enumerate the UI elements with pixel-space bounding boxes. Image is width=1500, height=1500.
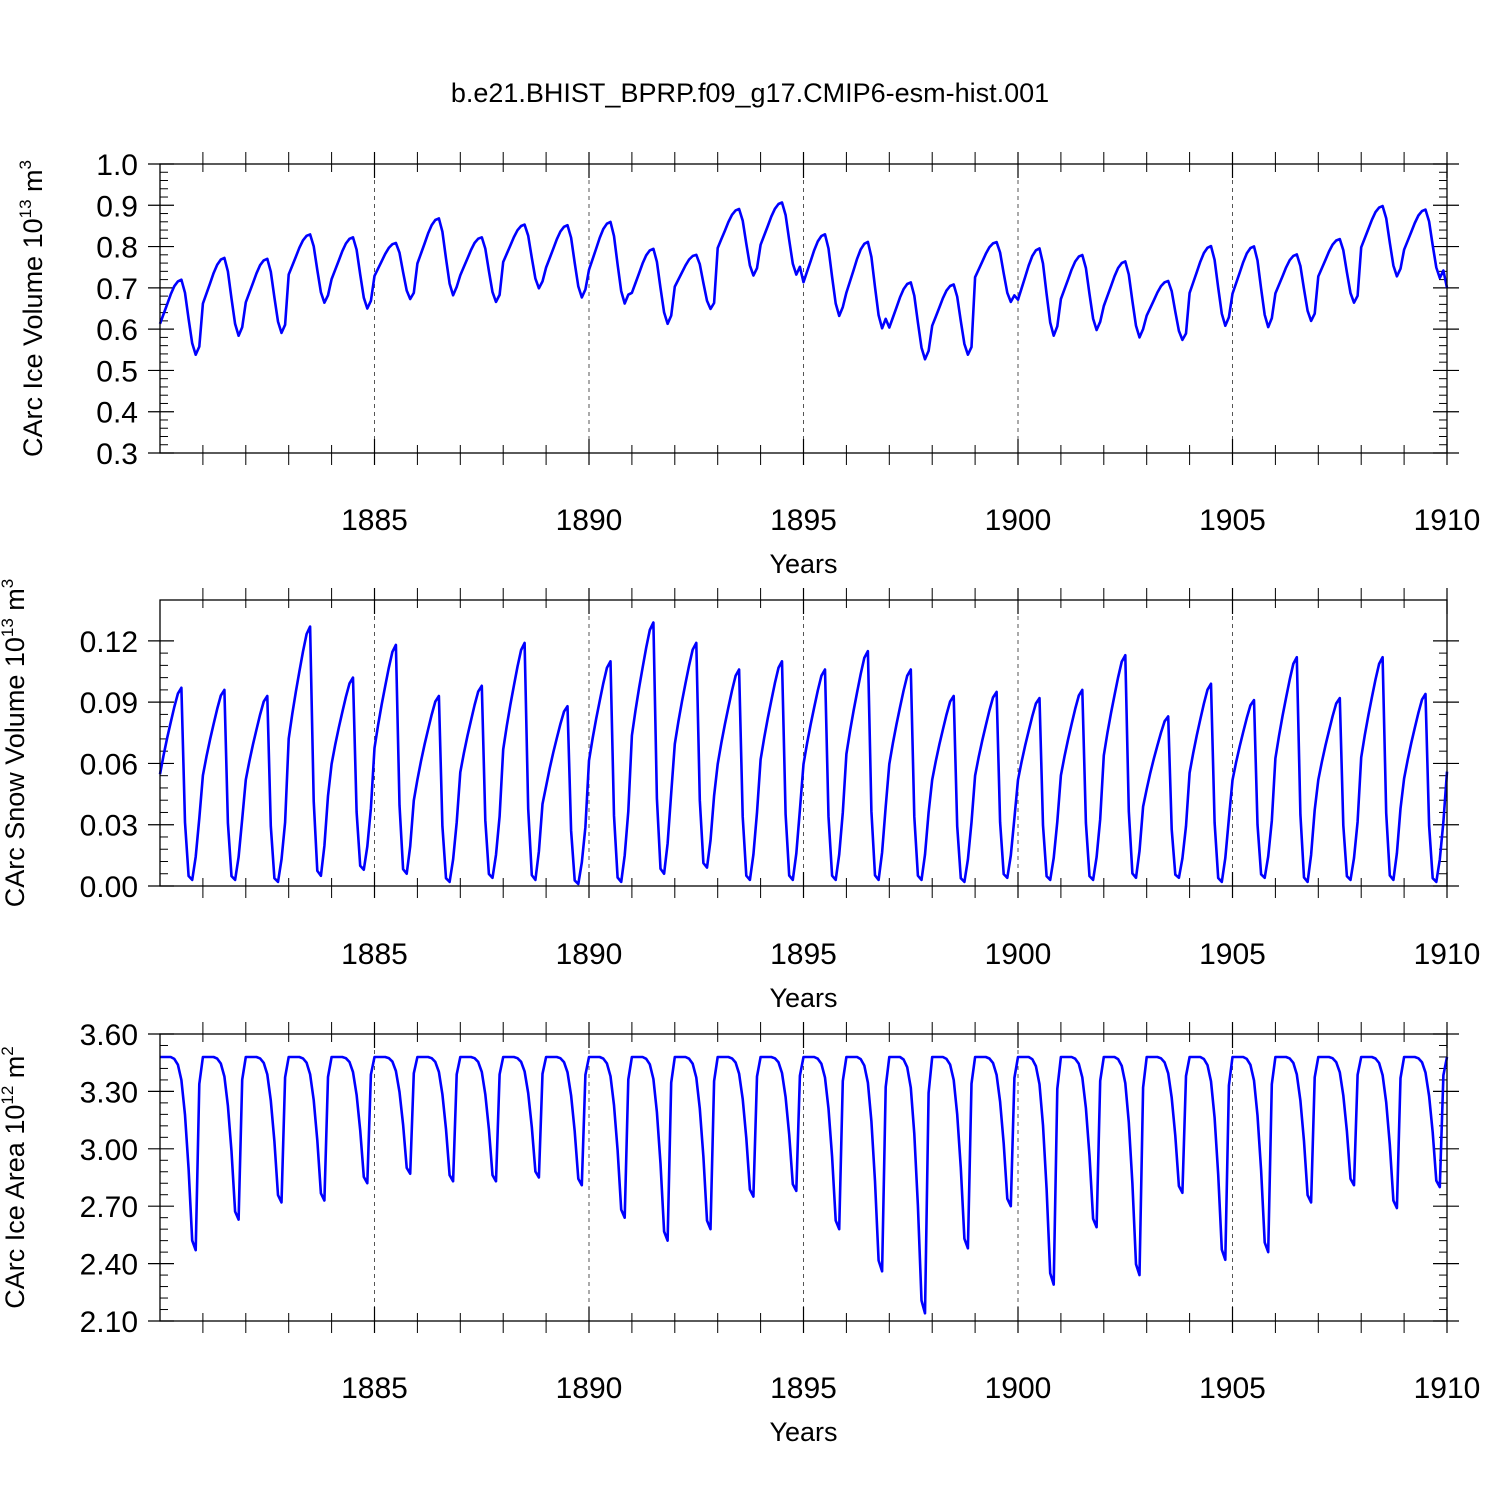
y-axis-label-part: m bbox=[0, 1056, 30, 1086]
x-tick-label: 1895 bbox=[770, 938, 837, 971]
y-tick-label: 0.8 bbox=[96, 232, 138, 265]
series-line bbox=[158, 621, 1449, 886]
y-tick-label: 0.6 bbox=[96, 314, 138, 347]
x-tick-label: 1890 bbox=[556, 504, 623, 537]
x-axis-label: Years bbox=[769, 1417, 837, 1447]
x-tick-label: 1890 bbox=[556, 1372, 623, 1405]
y-tick-label: 0.4 bbox=[96, 397, 138, 430]
y-tick-label: 1.0 bbox=[96, 149, 138, 182]
x-tick-label: 1900 bbox=[985, 1372, 1052, 1405]
x-tick-label: 1885 bbox=[341, 1372, 408, 1405]
y-axis-label-part: CArc Ice Volume 10 bbox=[18, 218, 48, 457]
y-tick-label: 0.12 bbox=[80, 626, 138, 659]
y-axis-label-part: CArc Snow Volume 10 bbox=[0, 637, 30, 907]
y-axis-label-superscript: 3 bbox=[0, 579, 17, 588]
plot-frame bbox=[159, 599, 1448, 887]
y-axis-label-superscript: 13 bbox=[16, 199, 35, 218]
y-axis-label: CArc Ice Area 1012 m2 bbox=[0, 1046, 30, 1309]
y-tick-label: 0.00 bbox=[80, 871, 138, 904]
y-axis-label: CArc Ice Volume 1013 m3 bbox=[16, 160, 48, 457]
x-axis-label: Years bbox=[769, 549, 837, 579]
x-tick-label: 1885 bbox=[341, 504, 408, 537]
x-tick-label: 1900 bbox=[985, 504, 1052, 537]
panel-2: 0.00 0.03 0.06 0.09 0.12 1885 1890 1895 1900 1905… bbox=[0, 579, 1480, 1013]
y-tick-label: 0.5 bbox=[96, 355, 138, 388]
x-tick-label: 1885 bbox=[341, 938, 408, 971]
y-tick-label: 0.3 bbox=[96, 438, 138, 471]
plot-frame bbox=[159, 163, 1448, 454]
y-axis-label-superscript: 12 bbox=[0, 1086, 17, 1105]
panel-3: 2.10 2.40 2.70 3.00 3.30 3.60 1885 1890 1895 1900… bbox=[0, 1019, 1480, 1447]
y-axis-label-superscript: 2 bbox=[0, 1046, 17, 1055]
y-axis-label-part: m bbox=[0, 588, 30, 618]
y-tick-label: 0.06 bbox=[80, 748, 138, 781]
y-tick-label: 2.10 bbox=[80, 1306, 138, 1339]
plot-frame bbox=[159, 1033, 1448, 1322]
y-tick-label: 0.9 bbox=[96, 190, 138, 223]
chart-title: b.e21.BHIST_BPRP.f09_g17.CMIP6-esm-hist.… bbox=[451, 78, 1049, 108]
x-tick-label: 1905 bbox=[1199, 938, 1266, 971]
x-tick-label: 1910 bbox=[1414, 504, 1481, 537]
panels: 0.3 0.4 0.5 0.6 0.7 0.8 0.9 1.0 1885 1890 1895 1900… bbox=[0, 149, 1480, 1447]
y-axis-label-superscript: 3 bbox=[16, 160, 35, 169]
panel-1: 0.3 0.4 0.5 0.6 0.7 0.8 0.9 1.0 1885 1890 1895 1900… bbox=[16, 149, 1480, 579]
series-line bbox=[158, 201, 1449, 361]
y-axis-label-part: CArc Ice Area 10 bbox=[0, 1105, 30, 1309]
y-axis-label-superscript: 13 bbox=[0, 618, 17, 637]
x-tick-label: 1910 bbox=[1414, 1372, 1481, 1405]
y-axis-label: CArc Snow Volume 1013 m3 bbox=[0, 579, 30, 908]
y-tick-label: 0.09 bbox=[80, 687, 138, 720]
y-tick-label: 3.60 bbox=[80, 1019, 138, 1052]
x-tick-label: 1910 bbox=[1414, 938, 1481, 971]
x-axis-label: Years bbox=[769, 983, 837, 1013]
x-tick-label: 1900 bbox=[985, 938, 1052, 971]
y-tick-label: 2.70 bbox=[80, 1191, 138, 1224]
y-tick-label: 3.30 bbox=[80, 1076, 138, 1109]
x-tick-label: 1895 bbox=[770, 1372, 837, 1405]
x-tick-label: 1905 bbox=[1199, 1372, 1266, 1405]
y-tick-label: 2.40 bbox=[80, 1249, 138, 1282]
y-tick-label: 0.03 bbox=[80, 810, 138, 843]
x-tick-label: 1895 bbox=[770, 504, 837, 537]
x-tick-label: 1890 bbox=[556, 938, 623, 971]
y-tick-label: 3.00 bbox=[80, 1134, 138, 1167]
y-tick-label: 0.7 bbox=[96, 273, 138, 306]
x-tick-label: 1905 bbox=[1199, 504, 1266, 537]
series-line bbox=[160, 1055, 1449, 1315]
y-axis-label-part: m bbox=[18, 169, 48, 199]
